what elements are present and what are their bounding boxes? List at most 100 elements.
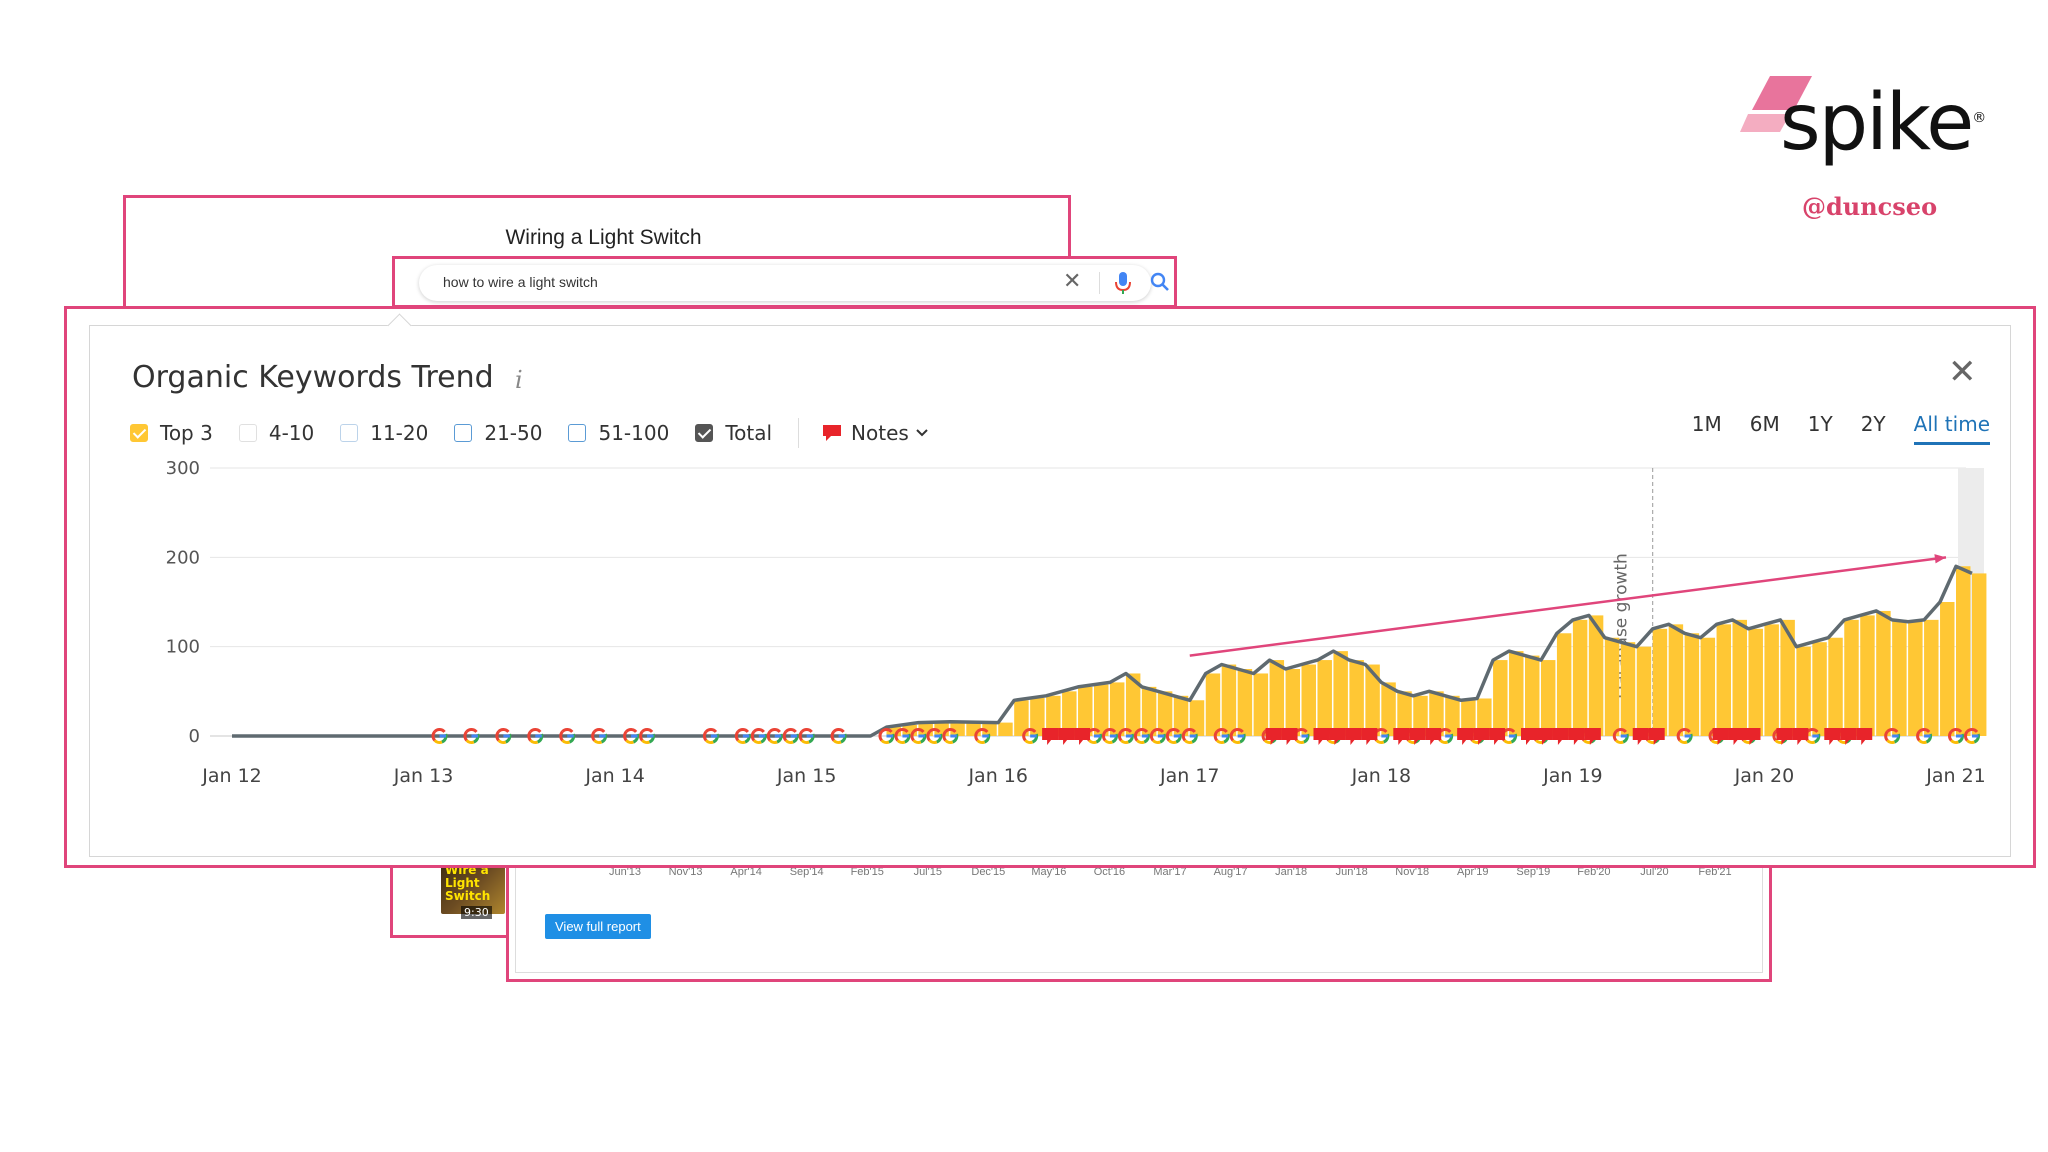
organic-keywords-panel: Organic Keywords Trend i ✕ Top 3 4-10 11… <box>64 306 2036 868</box>
filter-4-10[interactable]: 4-10 <box>238 421 314 445</box>
note-marker <box>1329 728 1346 745</box>
checkbox-4-10[interactable] <box>238 424 257 442</box>
note-marker <box>1856 728 1873 745</box>
filter-21-50[interactable]: 21-50 <box>454 421 542 445</box>
report-axis-label: Feb'15 <box>850 866 884 878</box>
clear-search-icon[interactable]: ✕ <box>1063 269 1082 294</box>
data-bar <box>1237 669 1253 736</box>
data-bar <box>1604 637 1620 736</box>
data-bar <box>1221 664 1237 736</box>
x-tick-label: Jan 16 <box>967 765 1028 787</box>
note-marker <box>1345 728 1362 745</box>
data-bar <box>1924 619 1939 736</box>
google-update-icon <box>1884 728 1901 744</box>
video-duration: 9:30 <box>461 906 492 919</box>
note-marker <box>1776 728 1793 745</box>
checkbox-total[interactable] <box>695 424 714 442</box>
data-bar <box>1828 637 1843 736</box>
chevron-down-icon <box>916 429 928 437</box>
data-bar <box>1125 673 1141 736</box>
data-bar <box>1269 660 1285 736</box>
note-marker <box>1712 728 1729 745</box>
google-update-icon <box>1916 728 1933 744</box>
search-icon[interactable] <box>1149 271 1171 293</box>
data-bar <box>1157 691 1173 736</box>
report-axis-label: Nov'13 <box>668 866 703 878</box>
note-marker <box>1409 728 1426 745</box>
checkbox-top-3[interactable] <box>130 424 148 442</box>
data-bar <box>1716 624 1732 736</box>
range-tab-6m[interactable]: 6M <box>1749 412 1780 436</box>
notes-dropdown[interactable]: Notes <box>821 421 929 445</box>
report-axis-label: Apr'19 <box>1457 866 1489 878</box>
data-bar <box>1205 673 1221 736</box>
google-update-icon <box>910 728 927 744</box>
report-axis-label: Dec'15 <box>971 866 1006 878</box>
close-icon[interactable]: ✕ <box>1948 352 1977 392</box>
data-bar <box>1876 610 1891 736</box>
data-bar <box>1141 686 1157 736</box>
data-bar <box>1301 664 1316 736</box>
report-axis-label: Sep'14 <box>789 866 824 878</box>
data-bar <box>1253 673 1269 736</box>
range-tab-2y[interactable]: 2Y <box>1860 412 1886 436</box>
info-icon[interactable]: i <box>515 366 523 394</box>
google-update-icon <box>1117 728 1134 744</box>
data-bar <box>982 722 997 736</box>
total-line <box>232 564 1973 738</box>
filter-divider <box>798 418 800 448</box>
spike-logo-mark <box>1740 76 1812 132</box>
google-update-icon <box>495 728 512 744</box>
google-update-icon <box>734 728 751 744</box>
search-input[interactable]: how to wire a light switch ✕ <box>419 265 1169 301</box>
note-marker <box>1074 728 1091 745</box>
range-tab-1y[interactable]: 1Y <box>1807 412 1833 436</box>
x-tick-label: Jan 19 <box>1542 765 1603 787</box>
checkbox-11-20[interactable] <box>340 424 359 442</box>
google-update-icon <box>639 728 656 744</box>
filter-51-100[interactable]: 51-100 <box>568 421 669 445</box>
microphone-icon[interactable] <box>1114 271 1132 295</box>
checkbox-51-100[interactable] <box>568 424 587 442</box>
position-filters: Top 3 4-10 11-20 21-50 51-100 Total <box>130 418 929 448</box>
data-bar <box>1748 628 1763 736</box>
google-update-icon <box>750 728 767 744</box>
data-bar <box>998 722 1013 736</box>
data-bar <box>1461 700 1476 736</box>
checkbox-21-50[interactable] <box>454 424 473 442</box>
report-axis-label: Oct'16 <box>1093 866 1126 878</box>
google-update-icon <box>1948 728 1964 744</box>
report-card <box>515 838 1763 973</box>
time-range-tabs: 1M 6M 1Y 2Y All time <box>1664 412 1990 445</box>
search-query: how to wire a light switch <box>443 274 598 290</box>
data-bar <box>1844 619 1859 736</box>
report-axis-label: Sep'19 <box>1516 866 1551 878</box>
note-marker <box>1824 728 1841 745</box>
google-update-icon <box>431 728 448 744</box>
filter-11-20[interactable]: 11-20 <box>340 421 428 445</box>
note-marker <box>1536 728 1553 745</box>
x-tick-label: Jan 20 <box>1734 765 1795 787</box>
filter-top-3[interactable]: Top 3 <box>130 421 213 445</box>
data-bar <box>1046 695 1061 736</box>
data-bar <box>1525 655 1540 736</box>
data-bar <box>1493 660 1508 736</box>
x-tick-label: Jan 21 <box>1925 765 1986 787</box>
data-bar <box>1173 695 1189 736</box>
data-bar <box>1668 624 1684 736</box>
view-full-report-button[interactable]: View full report <box>545 914 651 939</box>
range-tab-all-time[interactable]: All time <box>1913 412 1990 445</box>
data-bar <box>1908 621 1923 736</box>
data-bar <box>1078 686 1093 736</box>
data-bar <box>1109 682 1125 736</box>
report-axis-label: Jun'13 <box>608 866 642 878</box>
data-bar <box>1860 615 1875 736</box>
report-axis: Jun'13 Nov'13 Apr'14 Sep'14 Feb'15 Jul'15 Dec'… <box>509 866 1775 886</box>
report-axis-label: Apr'14 <box>730 866 762 878</box>
x-tick-label: Jan 18 <box>1351 765 1412 787</box>
google-update-icon <box>878 728 895 744</box>
y-tick-label: 200 <box>166 547 200 568</box>
filter-total[interactable]: Total <box>695 421 772 445</box>
data-bar <box>1381 682 1396 736</box>
range-tab-1m[interactable]: 1M <box>1691 412 1722 436</box>
